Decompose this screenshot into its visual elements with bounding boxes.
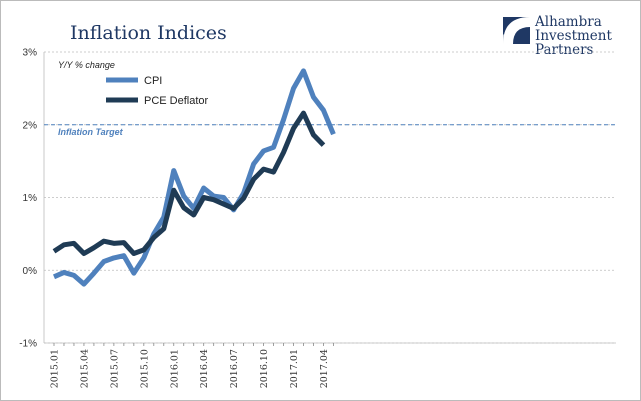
legend-label-pce: PCE Deflator [144,95,209,107]
x-tick-label: 2015.01 [50,349,61,388]
y-axis-label: Y/Y % change [58,60,115,70]
x-tick-label: 2015.04 [79,349,90,388]
y-tick-label: 1% [23,193,38,204]
x-axis: 2015.01 2015.04 2015.07 2015.10 2016.01 2016.… [44,342,616,388]
x-tick-label: 2016.10 [259,349,270,388]
series-line-cpi [52,68,336,287]
logo-line2: Investment [535,28,612,44]
x-tick-label: 2015.07 [109,349,120,388]
legend-item-pce: PCE Deflator [106,95,209,107]
x-tick-label: 2017.04 [319,349,330,388]
x-tick-label: 2016.04 [199,349,210,388]
series-line-pce-deflator [52,110,326,257]
y-tick-labels: 3% 2% 1% 0% -1% [19,48,37,350]
legend: CPI PCE Deflator [106,75,209,107]
y-tick-label: 2% [23,120,38,131]
y-tick-label: 0% [23,266,38,277]
company-logo: Alhambra Investment Partners [503,14,612,58]
logo-line3: Partners [535,42,594,58]
y-tick-label: -1% [19,339,37,350]
series-lines [52,68,336,287]
legend-label-cpi: CPI [144,75,162,87]
inflation-target-group: Inflation Target [44,124,616,137]
chart-title: Inflation Indices [70,22,227,44]
y-tick-label: 3% [23,48,38,59]
x-tick-label: 2015.10 [139,349,150,388]
x-tick-label: 2016.01 [169,349,180,388]
x-tick-label: 2017.01 [289,349,300,388]
logo-mark-icon [503,17,530,44]
x-tick-label: 2016.07 [229,349,240,388]
inflation-target-label: Inflation Target [58,127,124,137]
logo-line1: Alhambra [534,14,602,30]
legend-item-cpi: CPI [106,75,162,87]
